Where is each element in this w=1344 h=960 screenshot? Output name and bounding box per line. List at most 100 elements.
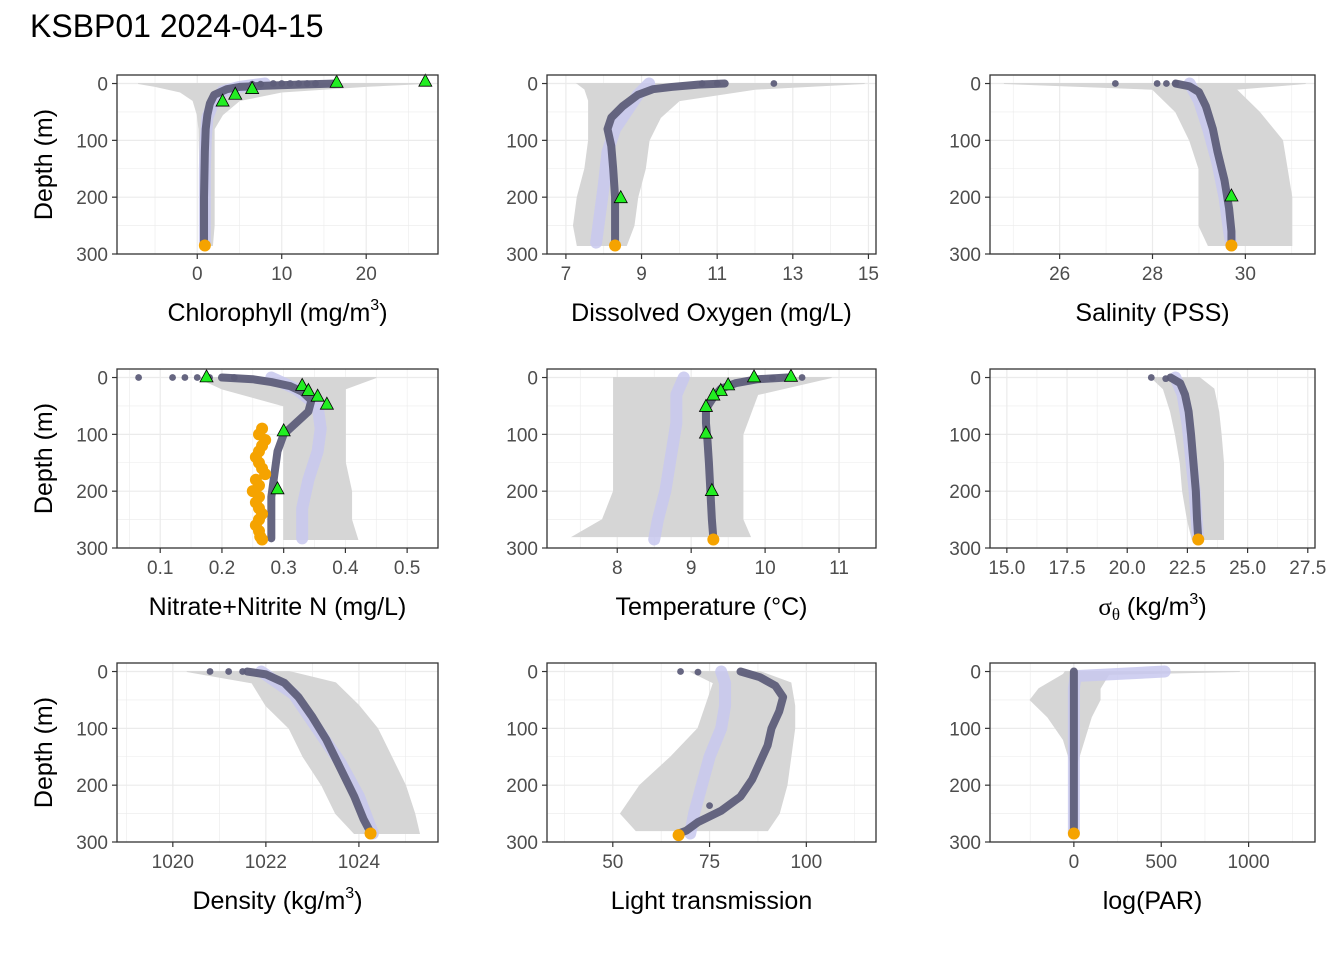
range-band [571,377,832,538]
x-tick-label: 27.5 [1289,558,1326,579]
profile-line [603,79,729,249]
figure-title: KSBP01 2024-04-15 [30,8,324,44]
discrete-sample-marker [270,480,285,495]
y-tick-label: 200 [76,482,108,503]
x-tick-label: 11 [707,264,727,285]
bottom-sample-point [256,533,269,546]
bottom-sample-point [1067,827,1080,840]
profile-point [713,80,721,87]
y-tick-label: 0 [527,369,538,390]
panel-border [546,368,877,549]
x-tick-label: 75 [699,852,720,873]
discrete-sample-marker [199,369,214,383]
panel-7: 1020 1022 1024 0 100 200 300 Density (kg/m3) Dep… [30,662,439,915]
profile-point [698,80,706,87]
profile-point [295,80,303,87]
panel-9: 0 500 1000 0 100 200 300 log(PAR) [949,662,1316,915]
y-axis-title: Depth (m) [30,109,58,220]
x-tick-label: 0 [192,264,203,285]
x-tick-label: 15 [858,264,879,285]
y-tick-label: 0 [970,663,981,684]
x-tick-label: 1024 [338,852,381,873]
y-tick-label: 0 [527,663,538,684]
y-tick-label: 300 [506,245,538,266]
y-tick-label: 300 [506,539,538,560]
x-tick-label: 0.3 [270,558,296,579]
profile-point [257,80,265,88]
x-tick-label: 22.5 [1169,558,1206,579]
y-tick-label: 200 [949,188,981,209]
profile-point [269,80,277,87]
discrete-sample-marker [746,369,762,383]
y-tick-label: 200 [506,482,538,503]
y-tick-label: 100 [506,425,538,446]
x-axis-title: σθ (kg/m3) [1098,591,1206,624]
bottom-sample-point [1192,533,1205,546]
x-tick-label: 20.0 [1109,558,1146,579]
panel-border [116,368,439,549]
profile-point [798,374,806,381]
x-tick-label: 0.2 [209,558,235,579]
data-layer [135,371,377,546]
x-tick-label: 10 [271,264,292,285]
y-tick-label: 0 [97,75,108,96]
x-tick-label: 500 [1145,852,1177,873]
discrete-sample-marker [704,482,720,496]
x-axis-title: Temperature (°C) [616,593,808,621]
x-axis-title: Light transmission [611,887,812,915]
y-tick-label: 100 [949,131,981,152]
profile-point [278,80,286,87]
profile-point [1172,80,1180,87]
panel-border [989,662,1316,843]
profile-point [303,80,311,87]
discrete-sample-marker [720,377,736,391]
y-tick-label: 300 [76,833,108,854]
profile-point [1153,80,1161,87]
data-layer [186,665,421,840]
x-tick-label: 10 [755,558,776,579]
y-tick-label: 200 [506,776,538,797]
data-layer [1003,77,1306,252]
panel-5: 8 9 10 11 0 100 200 300 Temperature (°C) [506,368,877,621]
bottom-sample-point [672,829,685,842]
profile-point [1147,374,1155,381]
profile-line [243,667,375,837]
x-tick-label: 0 [1069,852,1080,873]
x-tick-label: 9 [636,264,647,285]
panel-border [546,74,877,255]
x-tick-label: 7 [561,264,572,285]
profile-point [225,668,233,675]
y-tick-label: 0 [970,75,981,96]
x-tick-label: 100 [790,852,822,873]
bottom-sample-point [1225,239,1238,252]
discrete-sample-marker [713,382,728,396]
profile-point [770,80,778,87]
y-tick-label: 0 [527,75,538,96]
discrete-sample-marker [215,93,230,107]
discrete-sample-marker [698,398,714,412]
discrete-sample-marker [228,86,243,100]
x-tick-label: 0.5 [394,558,420,579]
bottom-sample-point [198,239,211,252]
panel-background [990,369,1315,548]
range-band [572,83,865,246]
profile-point [706,802,713,810]
x-axis-title: Dissolved Oxygen (mg/L) [571,299,852,327]
profile-line [200,79,341,249]
profile-line [1166,373,1203,543]
x-tick-label: 17.5 [1049,558,1086,579]
discrete-sample-marker [418,73,433,87]
profile-point [1111,80,1119,87]
bottom-sample-point [609,239,622,252]
discrete-sample-marker [783,368,799,382]
panel-6: 15.0 17.5 20.0 22.5 25.0 27.5 0 100 200 300 σθ (kg… [949,368,1326,624]
y-tick-label: 0 [97,369,108,390]
x-axis-title: Nitrate+Nitrite N (mg/L) [149,593,407,621]
y-tick-label: 300 [949,833,981,854]
y-tick-label: 300 [76,539,108,560]
y-tick-label: 100 [506,131,538,152]
data-layer [572,77,865,252]
x-tick-label: 15.0 [988,558,1025,579]
y-tick-label: 100 [76,425,108,446]
